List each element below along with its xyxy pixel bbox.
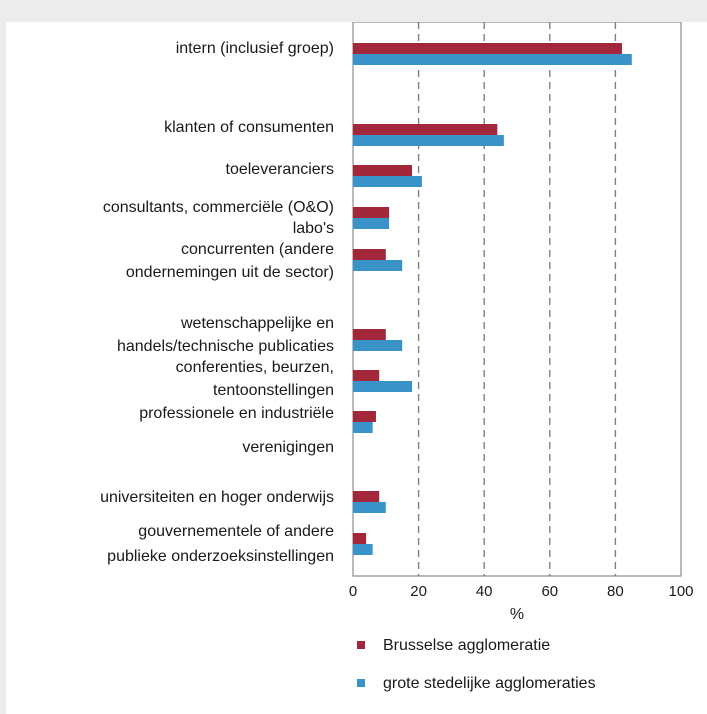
category-label-4-line-1: consultants, commerciële (O&O) <box>103 199 334 216</box>
legend-swatch-1 <box>357 641 365 649</box>
legend-swatch-2 <box>357 679 365 687</box>
x-tick-label-60: 60 <box>541 583 558 600</box>
category-label-6-line-1: wetenschappelijke en <box>180 315 334 332</box>
category-label-3: toeleveranciers <box>226 161 335 178</box>
bar-urban-5 <box>353 260 403 271</box>
bar-brussels-10 <box>353 533 367 544</box>
bar-brussels-7 <box>353 370 380 381</box>
bar-brussels-4 <box>353 207 390 218</box>
plot-frame <box>352 22 682 577</box>
category-label-1: intern (inclusief groep) <box>176 40 334 57</box>
bar-brussels-9 <box>353 491 380 502</box>
bar-urban-6 <box>353 340 403 351</box>
bar-brussels-6 <box>353 329 386 340</box>
category-label-8-line-1: professionele en industriële <box>139 405 334 422</box>
category-label-8-line-2: verenigingen <box>242 439 334 456</box>
bar-brussels-5 <box>353 249 386 260</box>
category-label-9: universiteiten en hoger onderwijs <box>100 489 334 506</box>
category-label-4-line-2: labo's <box>293 220 334 237</box>
x-axis-label: % <box>510 606 524 623</box>
x-tick-label-80: 80 <box>607 583 624 600</box>
x-tick-label-40: 40 <box>476 583 493 600</box>
bar-urban-8 <box>353 422 373 433</box>
category-label-10-line-2: publieke onderzoeksinstellingen <box>107 548 334 565</box>
bar-urban-1 <box>353 54 632 65</box>
x-tick-label-20: 20 <box>410 583 427 600</box>
category-label-5-line-2: ondernemingen uit de sector) <box>126 264 334 281</box>
bar-urban-4 <box>353 218 390 229</box>
bar-urban-3 <box>353 176 422 187</box>
category-label-5-line-1: concurrenten (andere <box>181 241 334 258</box>
x-tick-label-0: 0 <box>349 583 357 600</box>
category-label-10-line-1: gouvernementele of andere <box>138 523 334 540</box>
bar-urban-2 <box>353 135 504 146</box>
bar-brussels-8 <box>353 411 376 422</box>
bar-brussels-3 <box>353 165 413 176</box>
category-label-6-line-2: handels/technische publicaties <box>117 338 334 355</box>
bar-urban-9 <box>353 502 386 513</box>
x-tick-label-100: 100 <box>668 583 693 600</box>
bar-urban-7 <box>353 381 413 392</box>
bar-brussels-2 <box>353 124 498 135</box>
bar-brussels-1 <box>353 43 622 54</box>
chart-panel: 0 20 40 60 80 100% intern (inclusief groep) kla… <box>6 22 707 714</box>
category-label-2: klanten of consumenten <box>164 119 334 136</box>
bar-chart: 0 20 40 60 80 100% intern (inclusief groep) kla… <box>100 22 694 692</box>
legend-label-1: Brusselse agglomeratie <box>383 637 550 654</box>
legend-label-2: grote stedelijke agglomeraties <box>383 675 596 692</box>
bar-urban-10 <box>353 544 373 555</box>
category-label-7-line-1: conferenties, beurzen, <box>176 359 334 376</box>
category-label-7-line-2: tentoonstellingen <box>213 382 334 399</box>
